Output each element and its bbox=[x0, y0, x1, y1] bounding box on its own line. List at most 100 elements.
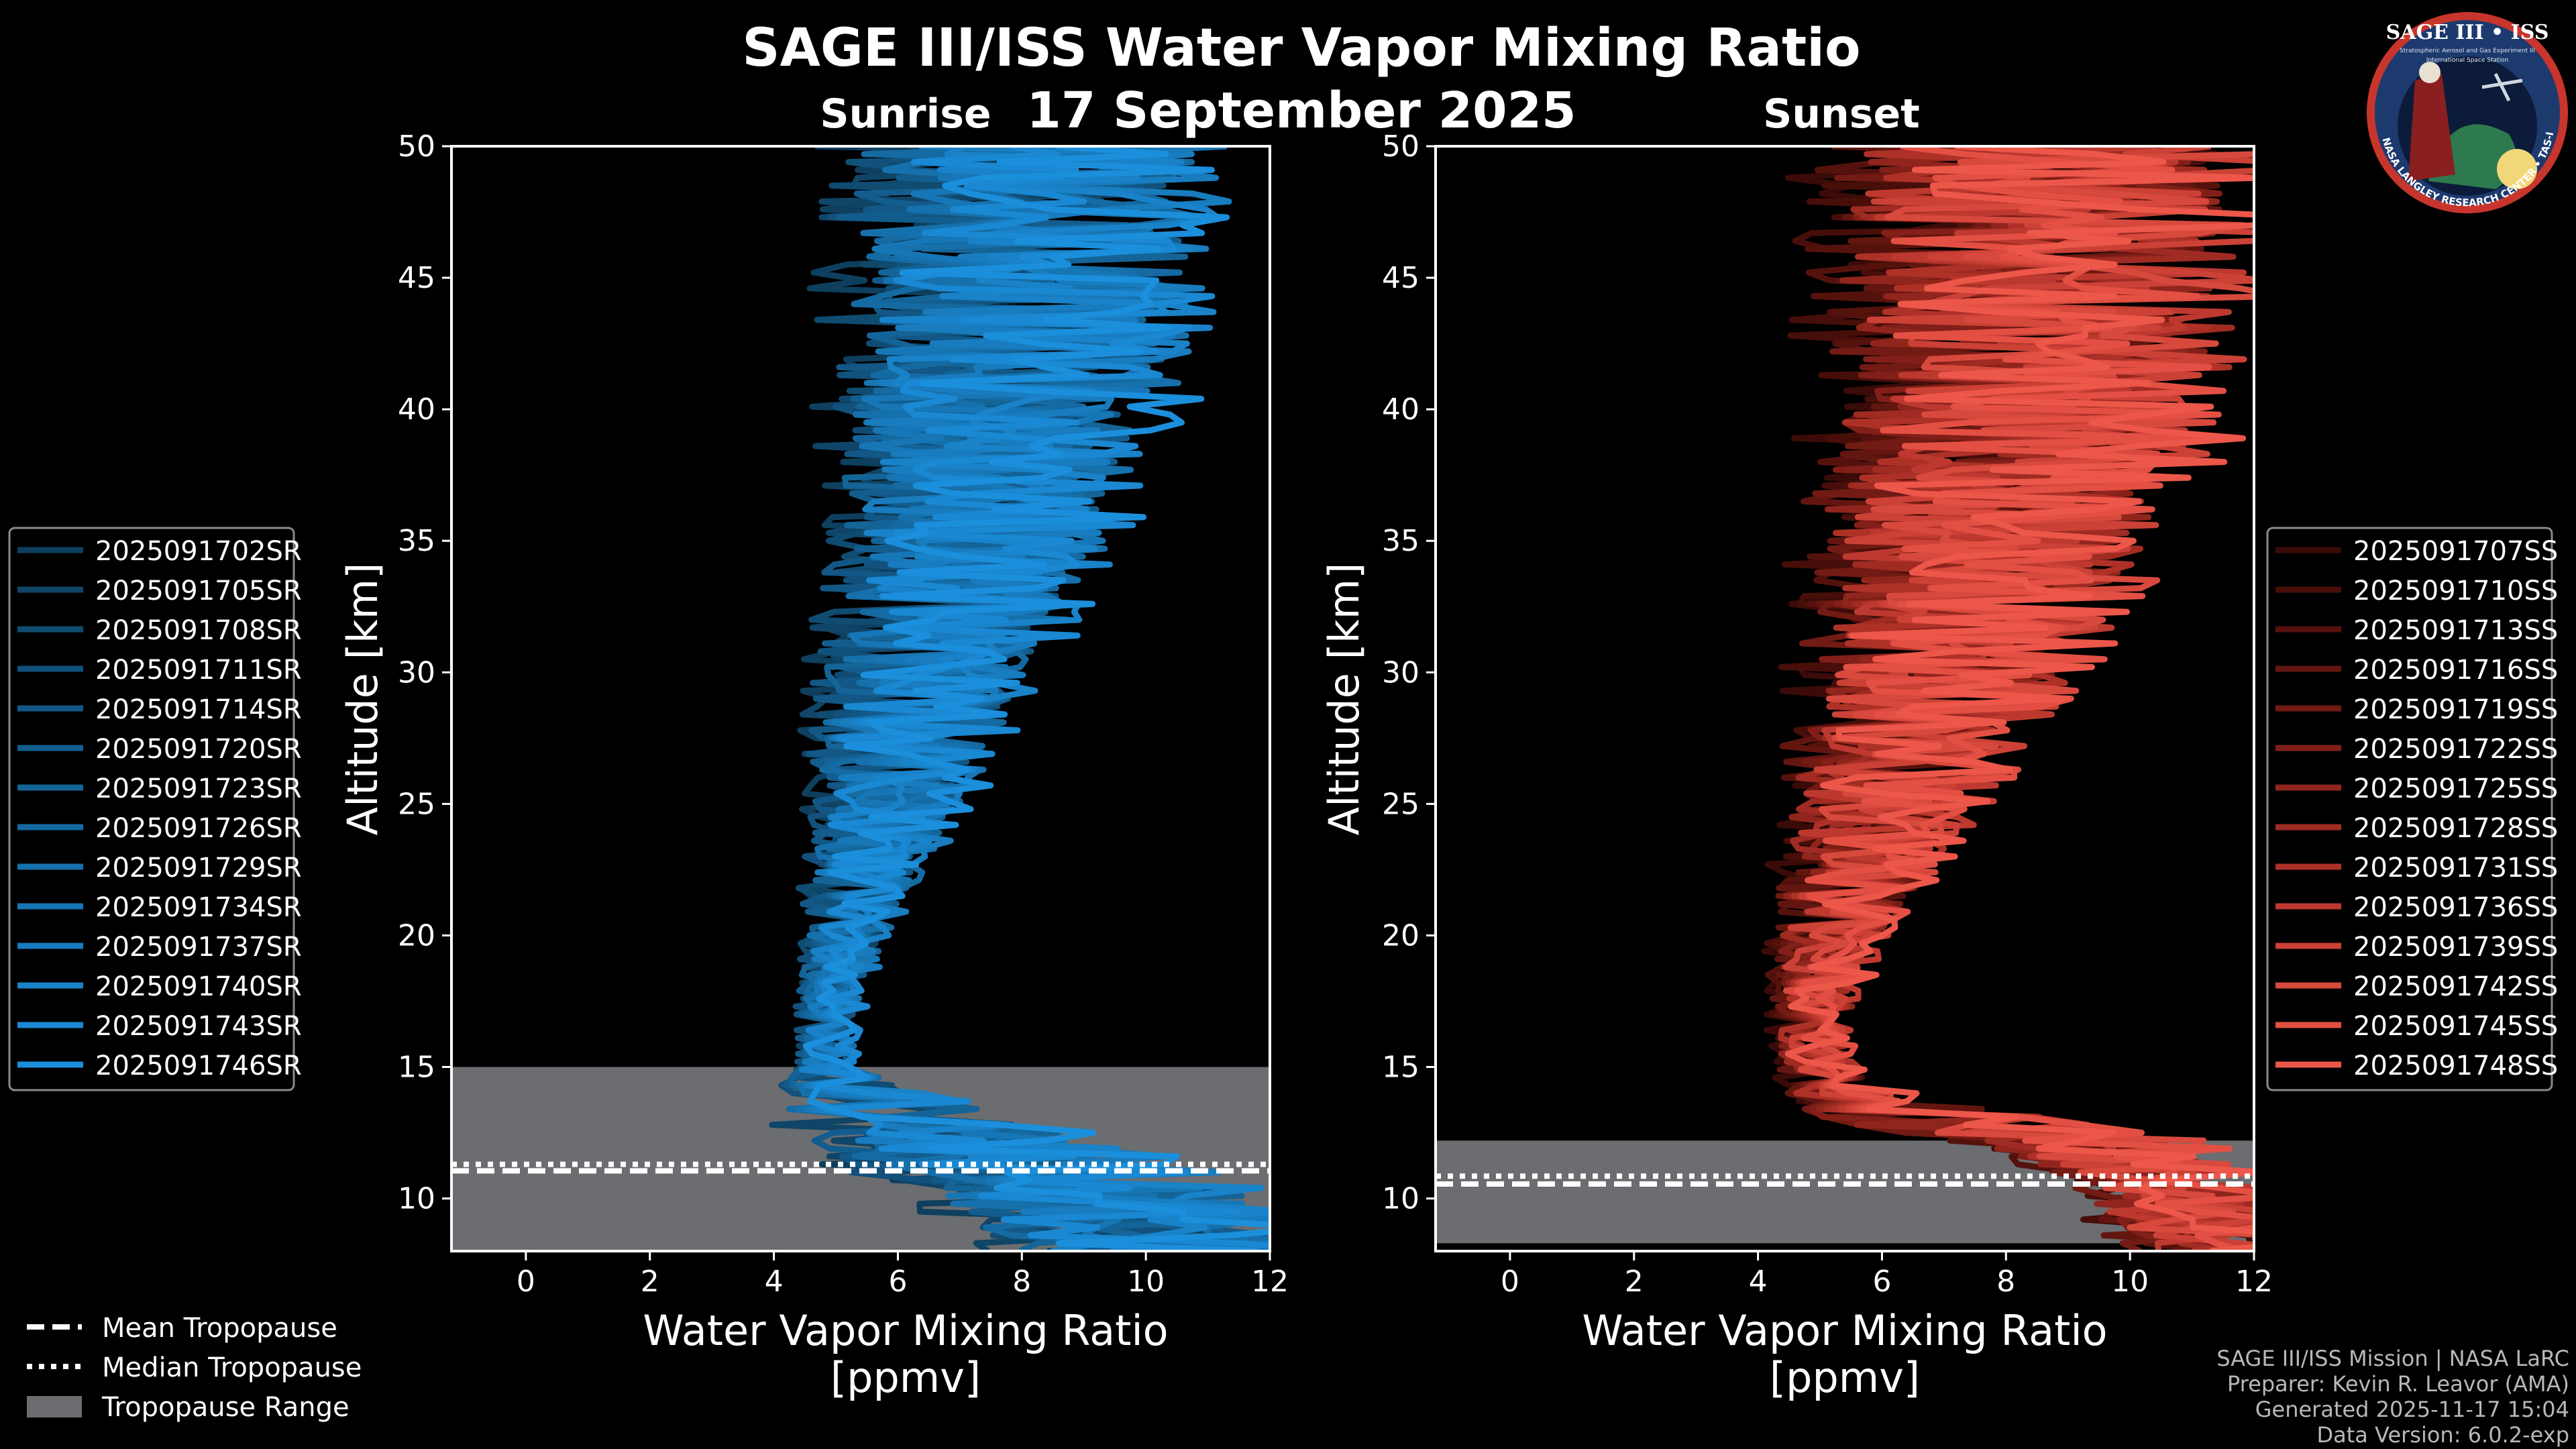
sunset-profile-line bbox=[1782, 150, 2254, 1238]
sunset-plot-frame bbox=[1434, 145, 2255, 1252]
tropopause-range-key-label: Tropopause Range bbox=[101, 1392, 350, 1423]
sunset-legend-label: 2025091707SS bbox=[2353, 536, 2558, 567]
sunset-legend-label: 2025091719SS bbox=[2353, 694, 2558, 725]
credits: SAGE III/ISS Mission | NASA LaRC Prepare… bbox=[2216, 1346, 2569, 1448]
sunset-y-tick-label: 10 bbox=[1382, 1182, 1419, 1216]
sunset-legend-label: 2025091745SS bbox=[2353, 1011, 2558, 1042]
sunrise-legend-label: 2025091743SR bbox=[95, 1011, 302, 1042]
sunset-x-tick-label: 2 bbox=[1625, 1265, 1644, 1299]
sunrise-x-tick-label: 0 bbox=[517, 1265, 535, 1299]
tropopause-range-key-swatch bbox=[27, 1396, 82, 1417]
sunset-x-axis-label: Water Vapor Mixing Ratio bbox=[1582, 1306, 2107, 1355]
sunrise-legend-label: 2025091734SR bbox=[95, 892, 302, 923]
sunset-legend-label: 2025091722SS bbox=[2353, 734, 2558, 765]
sunrise-x-tick-label: 8 bbox=[1012, 1265, 1031, 1299]
median-tropopause-key-label: Median Tropopause bbox=[102, 1352, 362, 1383]
sunrise-x-tick-label: 4 bbox=[765, 1265, 784, 1299]
sunrise-profiles bbox=[769, 146, 1270, 1251]
sunrise-plot: 0 2 4 6 8 10 12 10 15 20 25 30 35 40 45 50 Water Vapor… bbox=[338, 129, 1289, 1402]
sunrise-legend-label: 2025091726SR bbox=[95, 813, 302, 844]
sunrise-y-tick-label: 40 bbox=[398, 392, 435, 427]
sunset-x-tick-label: 4 bbox=[1749, 1265, 1768, 1299]
sunset-legend-label: 2025091710SS bbox=[2353, 576, 2558, 606]
figure-title: SAGE III/ISS Water Vapor Mixing Ratio bbox=[742, 18, 1860, 78]
sunrise-legend: 2025091702SR 2025091705SR 2025091708SR 2025… bbox=[8, 527, 302, 1091]
sunset-x-tick-label: 8 bbox=[1996, 1265, 2015, 1299]
sunrise-y-tick-label: 25 bbox=[398, 787, 435, 821]
sunset-x-tick-label: 12 bbox=[2235, 1265, 2273, 1299]
logo-figure bbox=[2408, 74, 2455, 181]
sunset-x-tick-label: 6 bbox=[1872, 1265, 1891, 1299]
credit-preparer: Preparer: Kevin R. Leavor (AMA) bbox=[2227, 1371, 2569, 1397]
sunrise-x-tick-label: 2 bbox=[641, 1265, 659, 1299]
sunrise-profile-line bbox=[812, 146, 1270, 1250]
sunset-y-ticks: 10 15 20 25 30 35 40 45 50 bbox=[1382, 129, 1436, 1216]
sunset-x-ticks: 0 2 4 6 8 10 12 bbox=[1501, 1251, 2273, 1299]
sunrise-y-tick-label: 45 bbox=[398, 261, 435, 295]
tropopause-key: Mean Tropopause Median Tropopause Tropop… bbox=[27, 1313, 362, 1423]
sunset-legend-label: 2025091739SS bbox=[2353, 932, 2558, 963]
logo-sun bbox=[2497, 149, 2537, 189]
sunrise-x-tick-label: 12 bbox=[1251, 1265, 1289, 1299]
sunset-y-tick-label: 15 bbox=[1382, 1051, 1419, 1085]
sunset-y-tick-label: 40 bbox=[1382, 392, 1419, 427]
logo-title: SAGE III • ISS bbox=[2386, 21, 2549, 44]
sunset-y-tick-label: 50 bbox=[1382, 129, 1419, 164]
sunrise-legend-label: 2025091729SR bbox=[95, 853, 302, 883]
credit-mission: SAGE III/ISS Mission | NASA LaRC bbox=[2216, 1346, 2569, 1371]
sunset-legend-label: 2025091736SS bbox=[2353, 892, 2558, 923]
sunrise-legend-label: 2025091714SR bbox=[95, 694, 302, 725]
sunset-x-tick-label: 0 bbox=[1501, 1265, 1519, 1299]
sunrise-x-tick-label: 10 bbox=[1127, 1265, 1165, 1299]
sunset-x-axis-units: [ppmv] bbox=[1770, 1353, 1920, 1402]
sunset-legend-label: 2025091748SS bbox=[2353, 1051, 2558, 1081]
credit-data-version: Data Version: 6.0.2-exp bbox=[2316, 1422, 2569, 1448]
sunrise-legend-label: 2025091711SR bbox=[95, 655, 302, 686]
logo-figure-head bbox=[2419, 62, 2440, 83]
logo-tagline: Stratospheric Aerosol and Gas Experiment… bbox=[2400, 48, 2535, 54]
logo-station bbox=[2481, 72, 2523, 102]
sunset-y-tick-label: 45 bbox=[1382, 261, 1419, 295]
sunset-x-tick-label: 10 bbox=[2111, 1265, 2149, 1299]
sunset-subtitle: Sunset bbox=[1763, 91, 1920, 138]
sunset-plot: 0 2 4 6 8 10 12 10 15 20 25 30 35 40 45 50 Water Vapor… bbox=[1320, 129, 2273, 1402]
sunrise-legend-label: 2025091720SR bbox=[95, 734, 302, 765]
sunrise-legend-label: 2025091702SR bbox=[95, 536, 302, 567]
logo-partner: International Space Station bbox=[2426, 57, 2509, 64]
sunrise-x-axis-label: Water Vapor Mixing Ratio bbox=[643, 1306, 1168, 1355]
sunset-profiles bbox=[1761, 146, 2254, 1251]
sunrise-legend-label: 2025091705SR bbox=[95, 576, 302, 606]
sunset-legend-box bbox=[2266, 527, 2553, 1091]
sunrise-x-axis-units: [ppmv] bbox=[830, 1353, 981, 1402]
sunset-legend-label: 2025091713SS bbox=[2353, 615, 2558, 646]
sunrise-y-tick-label: 50 bbox=[398, 129, 435, 164]
sunset-legend-label: 2025091742SS bbox=[2353, 971, 2558, 1002]
sunset-legend-label: 2025091728SS bbox=[2353, 813, 2558, 844]
sunrise-y-tick-label: 30 bbox=[398, 655, 435, 690]
sunrise-subtitle: Sunrise bbox=[820, 91, 991, 138]
sunset-profile-line bbox=[1784, 146, 2254, 1251]
sunset-y-tick-label: 35 bbox=[1382, 524, 1419, 558]
sunrise-legend-label: 2025091746SR bbox=[95, 1051, 302, 1081]
figure-date: 17 September 2025 bbox=[1026, 82, 1576, 140]
sunrise-legend-box bbox=[8, 527, 295, 1091]
sunrise-y-tick-label: 15 bbox=[398, 1051, 435, 1085]
sunrise-plot-frame bbox=[450, 145, 1271, 1252]
sunrise-legend-label: 2025091723SR bbox=[95, 773, 302, 804]
sunset-y-tick-label: 25 bbox=[1382, 787, 1419, 821]
sunset-legend-label: 2025091716SS bbox=[2353, 655, 2558, 686]
sunrise-x-tick-label: 6 bbox=[888, 1265, 907, 1299]
sunrise-y-axis-label: Altitude [km] bbox=[338, 563, 387, 836]
sunrise-x-ticks: 0 2 4 6 8 10 12 bbox=[517, 1251, 1289, 1299]
sunrise-legend-label: 2025091737SR bbox=[95, 932, 302, 963]
sunset-y-tick-label: 20 bbox=[1382, 918, 1419, 953]
sunset-legend-label: 2025091731SS bbox=[2353, 853, 2558, 883]
mean-tropopause-key-label: Mean Tropopause bbox=[102, 1313, 337, 1344]
sunset-legend-label: 2025091725SS bbox=[2353, 773, 2558, 804]
credit-generated: Generated 2025-11-17 15:04 bbox=[2255, 1397, 2569, 1422]
sunrise-legend-label: 2025091708SR bbox=[95, 615, 302, 646]
sunrise-y-ticks: 10 15 20 25 30 35 40 45 50 bbox=[398, 129, 451, 1216]
sunrise-y-tick-label: 20 bbox=[398, 918, 435, 953]
sunset-y-axis-label: Altitude [km] bbox=[1320, 563, 1368, 836]
